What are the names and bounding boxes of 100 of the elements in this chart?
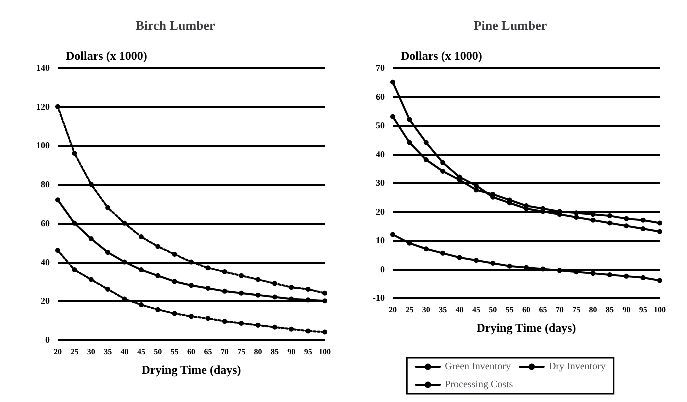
point	[256, 292, 261, 298]
point	[624, 274, 630, 279]
x-tick-label: 35	[104, 348, 112, 356]
point	[272, 281, 278, 286]
y-tick-label: 100	[36, 140, 50, 151]
point	[390, 114, 396, 120]
point	[658, 229, 662, 234]
x-tick-label: 65	[539, 306, 548, 314]
point	[390, 232, 396, 238]
point	[206, 286, 211, 292]
point	[624, 224, 630, 229]
point	[658, 278, 662, 284]
point	[490, 261, 496, 266]
point	[306, 298, 311, 303]
point	[440, 250, 446, 256]
point	[72, 268, 78, 273]
point	[239, 290, 244, 296]
point	[440, 169, 446, 174]
point	[256, 277, 261, 282]
x-tick-label: 50	[489, 306, 498, 314]
point	[172, 279, 178, 284]
x-tick-label: 55	[170, 348, 179, 356]
point	[56, 198, 60, 203]
point	[640, 275, 646, 280]
y-axis-title: Dollars (x 1000)	[401, 49, 482, 63]
point	[607, 220, 612, 226]
x-tick-label: 65	[204, 348, 212, 356]
point	[322, 330, 328, 335]
x-tick-label: 60	[188, 348, 196, 356]
x-tick-label: 40	[456, 306, 464, 314]
x-tick-label: 25	[406, 306, 414, 314]
y-tick-label: 40	[376, 149, 386, 160]
point	[440, 160, 446, 166]
legend-label: Processing Costs	[445, 380, 514, 390]
point	[106, 205, 111, 210]
point	[72, 150, 78, 156]
point	[256, 322, 261, 328]
point	[557, 268, 562, 274]
x-tick-label: 75	[572, 306, 581, 314]
point	[206, 316, 211, 322]
x-tick-label: 50	[154, 348, 162, 356]
x-tick-label: 30	[422, 306, 430, 314]
x-tick-label: 20	[389, 306, 397, 314]
x-axis-title: Drying Time (days)	[142, 363, 242, 377]
point	[424, 140, 429, 146]
point	[457, 255, 462, 260]
point	[540, 266, 546, 272]
point	[138, 302, 144, 308]
y-tick-label: 30	[376, 178, 386, 188]
point	[322, 298, 328, 304]
x-tick-label: 85	[270, 348, 279, 356]
point	[474, 258, 479, 264]
point	[156, 307, 161, 312]
point	[222, 288, 228, 294]
point	[424, 246, 429, 252]
point	[306, 328, 311, 334]
point	[56, 248, 60, 254]
point	[138, 268, 144, 273]
x-tick-label: 90	[622, 306, 631, 314]
y-axis-title: Dollars (x 1000)	[66, 49, 148, 63]
x-tick-label: 40	[120, 348, 129, 356]
legend-label: Green Inventory	[445, 362, 511, 372]
chart-title: Pine Lumber	[474, 18, 548, 33]
point	[88, 182, 94, 188]
point	[138, 234, 144, 240]
point	[624, 216, 630, 222]
point	[607, 214, 612, 219]
x-tick-label: 35	[439, 306, 448, 314]
point	[156, 273, 161, 278]
y-tick-label: 20	[376, 206, 386, 217]
point	[306, 286, 311, 292]
point	[156, 244, 161, 250]
point	[658, 220, 662, 226]
x-tick-label: 95	[639, 306, 648, 314]
point	[56, 104, 60, 110]
y-tick-label: 0	[380, 264, 386, 274]
x-tick-label: 100	[319, 348, 331, 356]
point	[122, 260, 128, 265]
point	[289, 326, 294, 332]
y-tick-label: 140	[36, 63, 50, 73]
x-tick-label: 30	[87, 348, 96, 356]
point	[574, 210, 580, 216]
point	[407, 140, 412, 146]
point	[590, 218, 596, 223]
point	[272, 324, 278, 330]
point	[272, 294, 278, 300]
y-tick-label: -10	[373, 293, 386, 303]
point	[88, 236, 94, 242]
chart-title: Birch Lumber	[136, 18, 216, 33]
point	[88, 277, 94, 282]
x-tick-label: 80	[589, 306, 598, 314]
point	[289, 285, 294, 290]
x-tick-label: 45	[137, 348, 146, 356]
point	[239, 273, 244, 278]
point	[390, 80, 396, 85]
point	[222, 319, 228, 324]
point	[590, 271, 596, 276]
point	[607, 272, 612, 278]
x-tick-label: 55	[506, 306, 514, 314]
x-tick-label: 85	[606, 306, 614, 314]
